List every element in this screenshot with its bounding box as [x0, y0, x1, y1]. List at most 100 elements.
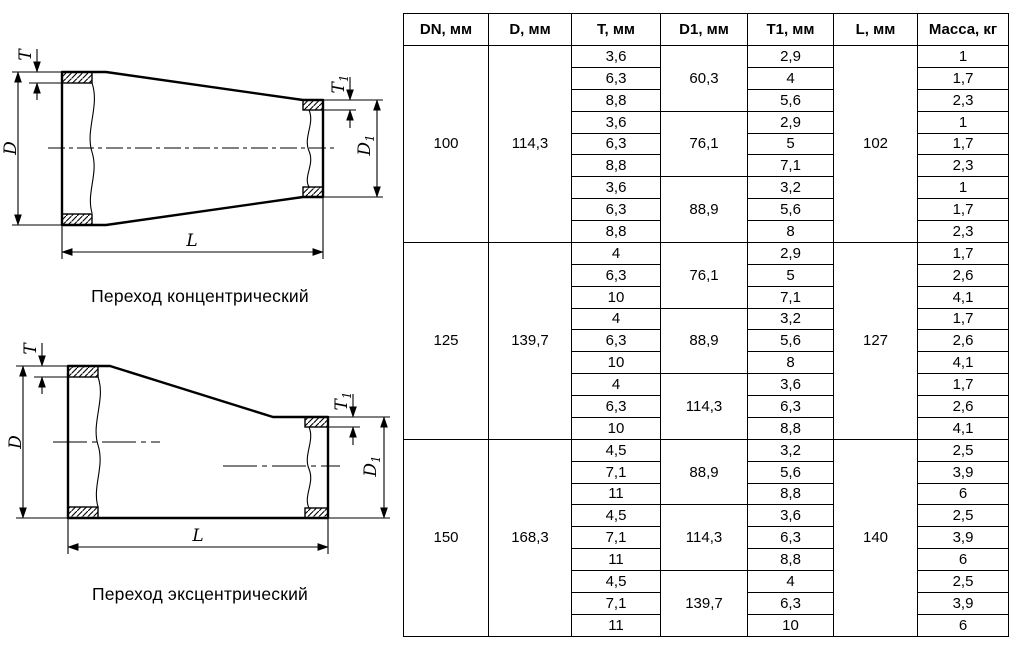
table-row: 4 114,3 3,6 1,7: [404, 373, 1009, 440]
concentric-caption: Переход концентрический: [91, 286, 309, 306]
table-row: 10 8,8 4,1: [404, 416, 1009, 440]
cell-mass: 3,9: [917, 460, 1009, 484]
break-line: [89, 82, 95, 214]
cell-mass: 4,1: [917, 285, 1009, 309]
cell-mass: 1,7: [917, 132, 1009, 156]
table-row: 10 8 4,1: [404, 351, 1009, 375]
cell-t: 10: [571, 351, 661, 375]
cell-t1: 3,2: [747, 307, 834, 331]
spec-table: DN, мм D, мм T, мм D1, мм T1, мм L, мм М…: [403, 13, 1009, 638]
eccentric-reducer-drawing: D T T1 D1 L: [6, 342, 390, 554]
cell-t: 6,3: [571, 132, 661, 156]
table-row: 8,8 7,1 2,3: [404, 154, 1009, 178]
cell-mass: 3,9: [917, 591, 1009, 615]
table-row: 6,3 4 1,7: [404, 66, 1009, 90]
cell-t1: 8: [747, 351, 834, 375]
cell-t1: 10: [747, 613, 834, 638]
cell-t1: 3,2: [747, 176, 834, 200]
cell-t1: 5,6: [747, 198, 834, 221]
cell-mass: 2,5: [917, 504, 1009, 528]
cell-t1: 2,9: [747, 110, 834, 134]
table-row: 6,3 5 1,7: [404, 132, 1009, 156]
cell-t1: 5: [747, 132, 834, 156]
wall-hatch: [304, 507, 329, 519]
cell-t: 6,3: [571, 263, 661, 287]
cell-t1: 4: [747, 66, 834, 90]
dim-label-T: T: [16, 48, 36, 61]
cell-t1: 8,8: [747, 548, 834, 571]
table-row: 6,3 6,3 2,6: [404, 395, 1009, 418]
cell-t1: 2,9: [747, 241, 834, 265]
cell-l: 140: [833, 438, 918, 638]
cell-t1: 3,2: [747, 438, 834, 462]
cell-t1: 7,1: [747, 154, 834, 178]
cell-t1: 4: [747, 570, 834, 593]
spec-table-body: 100 114,3 3,6 60,3 2,9 102 1 6,3 4 1,7 8,8 5,6 2,3 3,…: [403, 45, 1009, 638]
cell-t: 10: [571, 285, 661, 309]
cell-mass: 4,1: [917, 416, 1009, 440]
cell-t1: 8,8: [747, 482, 834, 506]
cell-t1: 5,6: [747, 329, 834, 353]
cell-mass: 1,7: [917, 198, 1009, 221]
cell-t: 10: [571, 416, 661, 440]
cell-mass: 2,5: [917, 438, 1009, 462]
cell-t: 7,1: [571, 526, 661, 550]
cell-t: 4,5: [571, 504, 661, 528]
cell-t: 11: [571, 613, 661, 638]
cell-t1: 6,3: [747, 395, 834, 418]
table-row: 4,5 139,7 4 2,5: [404, 570, 1009, 637]
cell-mass: 2,6: [917, 329, 1009, 353]
dim-label-D: D: [1, 141, 21, 156]
table-row: 4,5 114,3 3,6 2,5: [404, 504, 1009, 571]
cell-d: 114,3: [488, 45, 572, 243]
cell-t: 8,8: [571, 220, 661, 243]
table-row: 150 168,3 4,5 88,9 3,2 140 2,5: [403, 438, 1009, 638]
cell-t: 4: [571, 373, 661, 396]
cell-t1: 6,3: [747, 526, 834, 550]
table-row: 3,6 88,9 3,2 1: [404, 176, 1009, 243]
cell-d1: 76,1: [660, 241, 748, 309]
dim-label-D1: D1: [355, 134, 377, 156]
cell-t: 11: [571, 482, 661, 506]
cell-d: 168,3: [488, 438, 572, 638]
cell-l: 127: [833, 241, 918, 440]
cell-mass: 6: [917, 613, 1009, 638]
cell-t: 7,1: [571, 591, 661, 615]
cell-t: 7,1: [571, 460, 661, 484]
cell-t1: 3,6: [747, 373, 834, 396]
cell-t1: 5,6: [747, 460, 834, 484]
table-row: 7,1 6,3 3,9: [404, 591, 1009, 615]
table-row: 125 139,7 4 76,1 2,9 127 1,7: [403, 241, 1009, 440]
cell-mass: 2,5: [917, 570, 1009, 593]
cell-mass: 4,1: [917, 351, 1009, 375]
cell-mass: 2,3: [917, 154, 1009, 178]
cell-d1: 88,9: [660, 438, 748, 506]
cell-t1: 5: [747, 263, 834, 287]
cell-t: 3,6: [571, 176, 661, 200]
cell-mass: 6: [917, 482, 1009, 506]
break-line: [306, 109, 312, 188]
table-row: 6,3 5,6 1,7: [404, 198, 1009, 221]
dim-label-L: L: [185, 231, 197, 251]
concentric-reducer-drawing: D T T1 D1 L: [1, 48, 383, 259]
cell-t: 6,3: [571, 329, 661, 353]
cell-t1: 2,9: [747, 45, 834, 68]
cell-t1: 8: [747, 220, 834, 243]
cell-t: 4: [571, 241, 661, 265]
cell-mass: 1,7: [917, 307, 1009, 331]
cell-t: 6,3: [571, 66, 661, 90]
dim-label-L: L: [191, 526, 203, 546]
table-row: 7,1 5,6 3,9: [404, 460, 1009, 484]
col-header-t: T, мм: [571, 13, 661, 46]
cell-mass: 1,7: [917, 373, 1009, 396]
cell-mass: 1: [917, 110, 1009, 134]
cell-dn: 125: [403, 241, 489, 440]
cell-t: 6,3: [571, 198, 661, 221]
table-row: 11 10 6: [404, 613, 1009, 638]
table-row: 6,3 5 2,6: [404, 263, 1009, 287]
table-row: 3,6 76,1 2,9 1: [404, 110, 1009, 178]
cell-t: 6,3: [571, 395, 661, 418]
cell-d1: 114,3: [660, 504, 748, 571]
cell-t: 8,8: [571, 88, 661, 112]
